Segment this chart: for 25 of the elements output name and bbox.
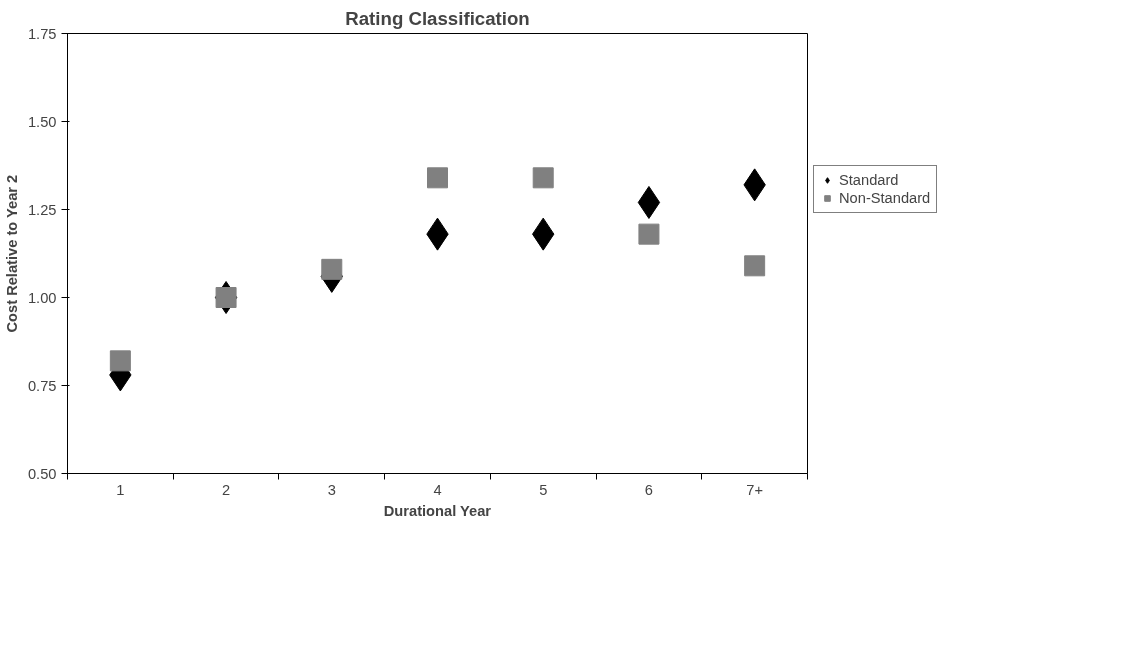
x-axis-title: Durational Year xyxy=(383,502,492,519)
y-tick-label: 1.75 xyxy=(27,25,57,42)
point xyxy=(532,167,554,189)
x-tick-label: 6 xyxy=(644,481,654,498)
point xyxy=(109,350,131,372)
point xyxy=(637,185,661,219)
x-tick-label: 7+ xyxy=(746,481,764,498)
y-tick-label: 1.00 xyxy=(27,289,57,306)
legend-label: Non-Standard xyxy=(839,190,931,206)
y-tick-label: 0.50 xyxy=(27,465,57,482)
point xyxy=(744,255,766,277)
x-tick-label: 4 xyxy=(433,481,442,498)
x-tick-label: 2 xyxy=(222,481,231,498)
y-tick-label: 0.75 xyxy=(27,377,57,394)
point xyxy=(638,223,660,245)
x-tick-label: 3 xyxy=(327,481,336,498)
chart-title: Rating Classification xyxy=(345,7,530,29)
y-tick-label: 1.25 xyxy=(27,201,57,218)
point xyxy=(427,167,448,189)
x-tick-label: 1 xyxy=(116,481,125,498)
y-tick-label: 1.50 xyxy=(27,113,57,130)
point xyxy=(321,258,343,280)
y-axis-title: Cost Relative to Year 2 xyxy=(3,174,20,333)
x-tick-label: 5 xyxy=(539,481,548,498)
legend-label: Standard xyxy=(839,172,899,188)
